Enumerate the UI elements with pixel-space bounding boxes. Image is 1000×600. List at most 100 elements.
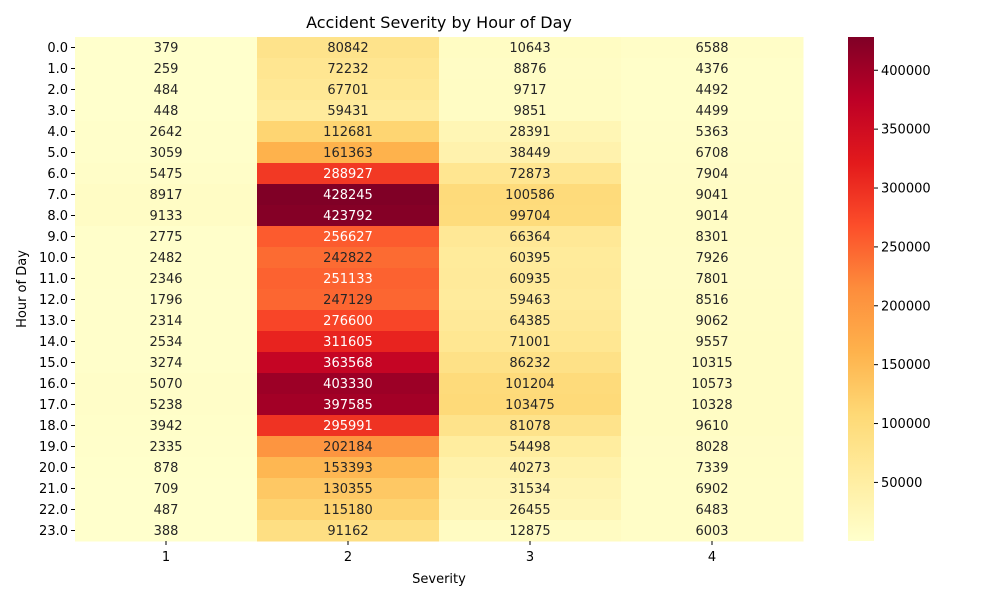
cell-value-label: 10315 <box>691 356 732 371</box>
heatmap-cell <box>75 310 258 332</box>
cell-value-label: 2775 <box>149 230 182 245</box>
cell-value-label: 251133 <box>323 272 373 287</box>
heatmap-cell <box>621 478 804 500</box>
heatmap-cell <box>621 37 804 59</box>
heatmap-cell <box>75 373 258 395</box>
y-tick-label: 22.0 <box>39 503 68 518</box>
x-axis-label: Severity <box>412 572 466 587</box>
heatmap-cell <box>75 142 258 164</box>
heatmap-cell <box>75 226 258 248</box>
y-tick-label: 11.0 <box>39 272 68 287</box>
heatmap-cell <box>621 331 804 353</box>
cell-value-label: 423792 <box>323 209 373 224</box>
cell-value-label: 5475 <box>149 167 182 182</box>
heatmap-cell <box>75 100 258 122</box>
heatmap-cell <box>439 499 622 521</box>
x-axis-ticks: 1 2 3 4 <box>162 541 716 565</box>
cell-value-label: 8516 <box>695 293 728 308</box>
cell-value-label: 709 <box>154 482 179 497</box>
y-axis-label: Hour of Day <box>15 250 30 328</box>
y-tick-label: 7.0 <box>47 188 68 203</box>
heatmap-cell <box>439 205 622 227</box>
cell-value-label: 403330 <box>323 377 373 392</box>
heatmap-cell <box>75 163 258 185</box>
cell-value-label: 153393 <box>323 461 373 476</box>
heatmap-cell <box>439 478 622 500</box>
y-tick-label: 21.0 <box>39 482 68 497</box>
cell-value-label: 10643 <box>509 41 550 56</box>
cell-value-label: 397585 <box>323 398 373 413</box>
heatmap-cell <box>257 142 440 164</box>
heatmap-cell <box>621 226 804 248</box>
cell-value-label: 4492 <box>695 83 728 98</box>
colorbar <box>848 37 874 541</box>
heatmap-cell <box>257 373 440 395</box>
cell-value-label: 2482 <box>149 251 182 266</box>
heatmap-cell <box>75 436 258 458</box>
cell-value-label: 7339 <box>695 461 728 476</box>
heatmap-cell <box>439 520 622 542</box>
cell-value-label: 31534 <box>509 482 550 497</box>
colorbar-tick-label: 400000 <box>881 64 931 79</box>
heatmap-cell <box>621 499 804 521</box>
heatmap-cell <box>75 352 258 374</box>
cell-value-label: 9062 <box>695 314 728 329</box>
heatmap-cell <box>75 394 258 416</box>
cell-value-label: 484 <box>154 83 179 98</box>
cell-value-label: 7926 <box>695 251 728 266</box>
colorbar-tick-label: 50000 <box>881 476 922 491</box>
cell-value-label: 67701 <box>327 83 368 98</box>
y-tick-label: 18.0 <box>39 419 68 434</box>
cell-value-label: 26455 <box>509 503 550 518</box>
colorbar-tick-label: 300000 <box>881 182 931 197</box>
heatmap-cell <box>257 478 440 500</box>
cell-value-label: 7801 <box>695 272 728 287</box>
cell-value-label: 40273 <box>509 461 550 476</box>
y-tick-label: 16.0 <box>39 377 68 392</box>
cell-value-label: 2534 <box>149 335 182 350</box>
heatmap-cell <box>439 457 622 479</box>
heatmap-cell <box>621 436 804 458</box>
cell-value-label: 80842 <box>327 41 368 56</box>
cell-value-label: 363568 <box>323 356 373 371</box>
heatmap-cell <box>621 415 804 437</box>
cell-value-label: 388 <box>154 524 179 539</box>
heatmap-cell <box>439 289 622 311</box>
cell-value-label: 6902 <box>695 482 728 497</box>
cell-value-label: 1796 <box>149 293 182 308</box>
y-tick-label: 14.0 <box>39 335 68 350</box>
heatmap-cell <box>257 457 440 479</box>
x-tick-label: 2 <box>344 550 352 565</box>
cell-value-label: 2314 <box>149 314 182 329</box>
heatmap-cell <box>75 205 258 227</box>
cell-value-label: 91162 <box>327 524 368 539</box>
y-tick-label: 10.0 <box>39 251 68 266</box>
cell-value-label: 9014 <box>695 209 728 224</box>
y-tick-label: 9.0 <box>47 230 68 245</box>
heatmap-cell <box>75 247 258 269</box>
cell-value-label: 8301 <box>695 230 728 245</box>
cell-value-label: 2346 <box>149 272 182 287</box>
colorbar-tick-label: 150000 <box>881 358 931 373</box>
heatmap-cell <box>257 394 440 416</box>
y-tick-label: 17.0 <box>39 398 68 413</box>
cell-value-label: 311605 <box>323 335 373 350</box>
cell-value-label: 4499 <box>695 104 728 119</box>
heatmap-cell <box>75 79 258 101</box>
cell-value-label: 60935 <box>509 272 550 287</box>
cell-value-label: 8028 <box>695 440 728 455</box>
cell-value-label: 9557 <box>695 335 728 350</box>
heatmap-cell <box>75 289 258 311</box>
heatmap-cell <box>439 142 622 164</box>
heatmap-cell <box>75 478 258 500</box>
cell-value-label: 112681 <box>323 125 373 140</box>
cell-value-label: 5238 <box>149 398 182 413</box>
heatmap-cell <box>257 268 440 290</box>
y-tick-label: 4.0 <box>47 125 68 140</box>
cell-value-label: 242822 <box>323 251 373 266</box>
cell-value-label: 8876 <box>513 62 546 77</box>
cell-value-label: 379 <box>154 41 179 56</box>
heatmap-cell <box>439 373 622 395</box>
y-axis-ticks: 0.0 1.0 2.0 3.0 4.0 5.0 6.0 7.0 8.0 9.0 10.0 11.0 12… <box>39 41 75 539</box>
